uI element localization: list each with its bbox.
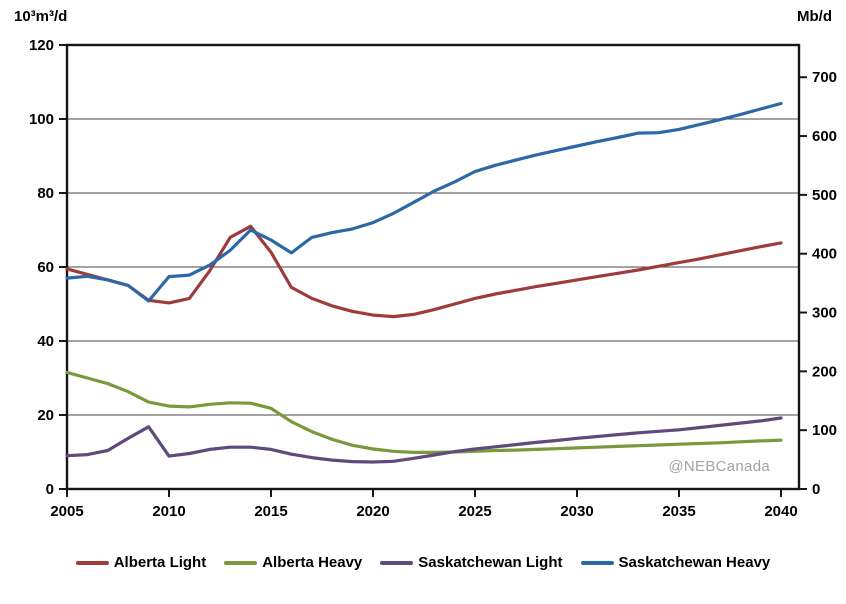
legend-line-swatch	[580, 560, 614, 565]
legend-line-swatch	[224, 560, 258, 565]
left-tick-label-100: 100	[29, 111, 54, 128]
legend-label: Alberta Heavy	[262, 554, 363, 571]
series-line-alberta-light	[65, 224, 783, 319]
legend-item-alberta-light: Alberta Light	[75, 554, 207, 571]
left-tick-label-20: 20	[37, 407, 54, 424]
x-tick-label-2025: 2025	[458, 503, 491, 520]
x-tick-label-2035: 2035	[662, 503, 695, 520]
legend-item-alberta-heavy: Alberta Heavy	[224, 554, 362, 571]
left-axis-unit-label: 10³m³/d	[14, 8, 68, 25]
right-tick-label-100: 100	[812, 422, 837, 439]
x-tick-label-2010: 2010	[152, 503, 185, 520]
right-axis-unit-label: Mb/d	[797, 8, 832, 25]
right-tick-label-400: 400	[812, 246, 837, 263]
x-tick-label-2005: 2005	[50, 503, 83, 520]
left-tick-label-0: 0	[46, 481, 54, 498]
legend-label: Saskatchewan Heavy	[618, 554, 771, 571]
left-tick-label-60: 60	[37, 259, 54, 276]
legend-line-swatch	[380, 560, 414, 565]
right-tick-label-700: 700	[812, 69, 837, 86]
left-tick-label-80: 80	[37, 185, 54, 202]
watermark-nebcanada: @NEBCanada	[668, 458, 770, 475]
legend-label: Saskatchewan Light	[418, 554, 563, 571]
right-tick-label-300: 300	[812, 305, 837, 322]
right-tick-label-0: 0	[812, 481, 820, 498]
legend-line-swatch	[75, 560, 109, 565]
x-tick-label-2040: 2040	[764, 503, 797, 520]
legend-label: Alberta Light	[113, 554, 207, 571]
x-tick-label-2015: 2015	[254, 503, 287, 520]
right-tick-label-200: 200	[812, 363, 837, 380]
right-tick-label-600: 600	[812, 128, 837, 145]
series-line-saskatchewan-heavy	[65, 101, 783, 303]
right-tick-label-500: 500	[812, 187, 837, 204]
x-tick-label-2020: 2020	[356, 503, 389, 520]
series-line-saskatchewan-light	[65, 416, 783, 464]
series-line-alberta-heavy	[65, 370, 783, 454]
chart-legend: Alberta Light Alberta Heavy Saskatchewan L…	[0, 554, 846, 571]
left-tick-label-120: 120	[29, 37, 54, 54]
left-tick-label-40: 40	[37, 333, 54, 350]
legend-item-saskatchewan-heavy: Saskatchewan Heavy	[580, 554, 771, 571]
legend-item-saskatchewan-light: Saskatchewan Light	[380, 554, 563, 571]
x-tick-label-2030: 2030	[560, 503, 593, 520]
